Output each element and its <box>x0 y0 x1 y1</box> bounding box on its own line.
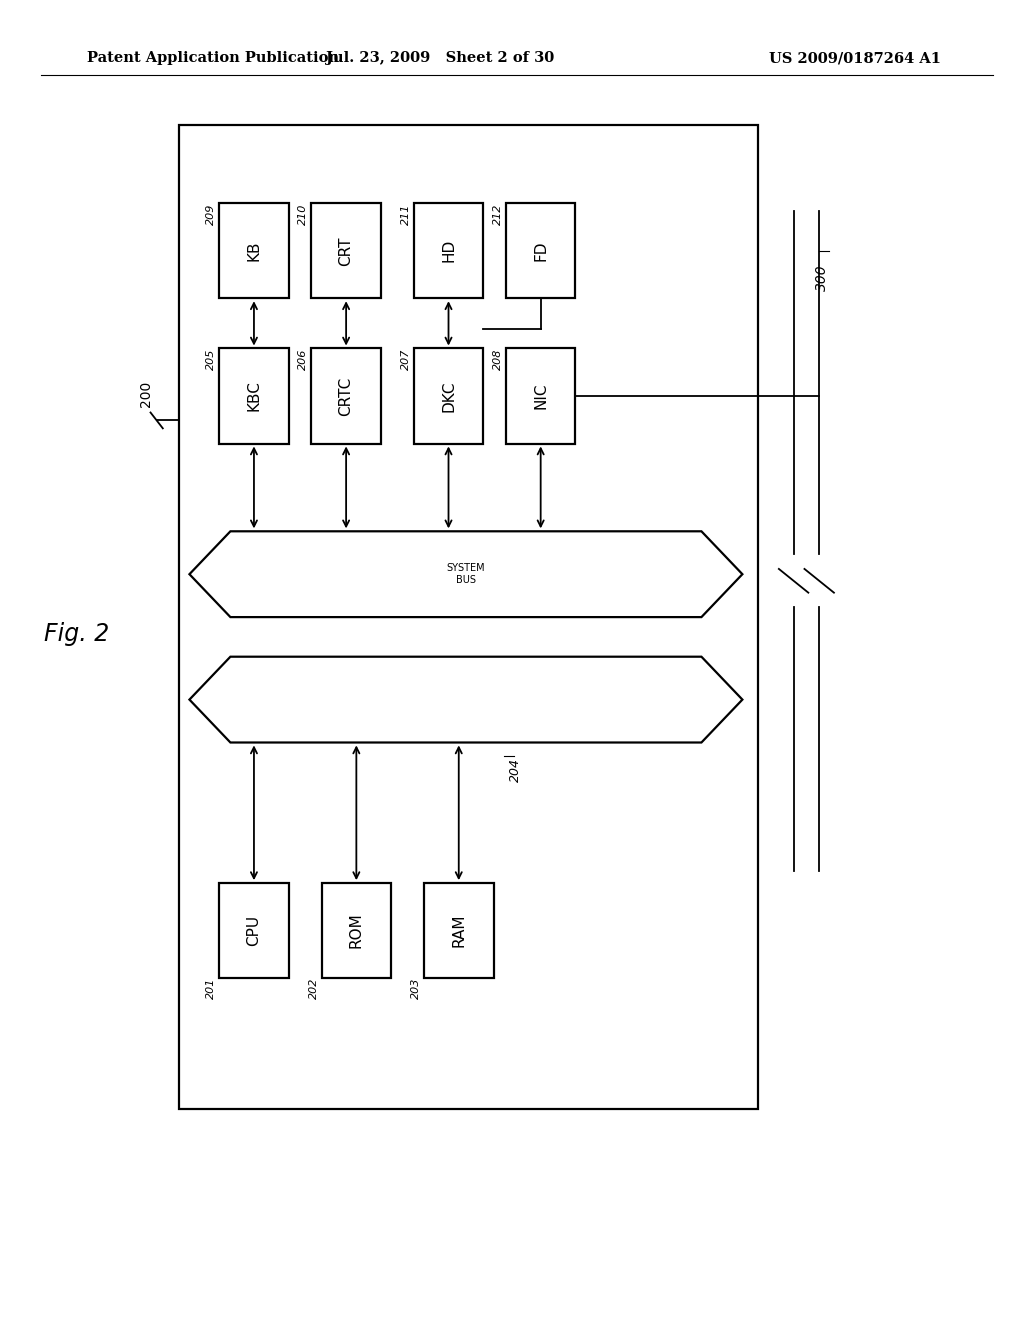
Text: RAM: RAM <box>452 913 466 948</box>
Text: ROM: ROM <box>349 912 364 949</box>
Text: 206: 206 <box>298 348 308 370</box>
Text: DKC: DKC <box>441 380 456 412</box>
Text: Patent Application Publication: Patent Application Publication <box>87 51 339 65</box>
Text: KB: KB <box>247 240 261 261</box>
Bar <box>414 203 483 298</box>
Text: SYSTEM
BUS: SYSTEM BUS <box>446 564 485 585</box>
Bar <box>219 883 289 978</box>
Bar <box>506 203 575 298</box>
Bar <box>506 348 575 444</box>
Bar <box>424 883 494 978</box>
Text: Fig. 2: Fig. 2 <box>44 622 110 645</box>
Text: 205: 205 <box>206 348 216 370</box>
Text: 203: 203 <box>411 978 421 999</box>
Text: HD: HD <box>441 239 456 263</box>
Bar <box>414 348 483 444</box>
Text: 300: 300 <box>815 264 828 290</box>
Bar <box>322 883 391 978</box>
Text: US 2009/0187264 A1: US 2009/0187264 A1 <box>769 51 941 65</box>
Text: KBC: KBC <box>247 380 261 412</box>
Text: 201: 201 <box>206 978 216 999</box>
Text: CRTC: CRTC <box>339 376 353 416</box>
Text: CPU: CPU <box>247 915 261 946</box>
Bar <box>179 125 758 1109</box>
Text: 200: 200 <box>139 381 154 407</box>
Text: 210: 210 <box>298 203 308 224</box>
Bar <box>219 203 289 298</box>
Text: FD: FD <box>534 240 548 261</box>
Text: 204: 204 <box>509 758 522 783</box>
Bar <box>219 348 289 444</box>
Text: 211: 211 <box>400 203 411 224</box>
Bar <box>311 203 381 298</box>
Polygon shape <box>189 657 742 742</box>
Text: 207: 207 <box>400 348 411 370</box>
Text: 208: 208 <box>493 348 503 370</box>
Bar <box>311 348 381 444</box>
Text: 202: 202 <box>308 978 318 999</box>
Text: 212: 212 <box>493 203 503 224</box>
Text: Jul. 23, 2009   Sheet 2 of 30: Jul. 23, 2009 Sheet 2 of 30 <box>327 51 554 65</box>
Text: NIC: NIC <box>534 383 548 409</box>
Text: CRT: CRT <box>339 236 353 265</box>
Polygon shape <box>189 532 742 618</box>
Text: 209: 209 <box>206 203 216 224</box>
